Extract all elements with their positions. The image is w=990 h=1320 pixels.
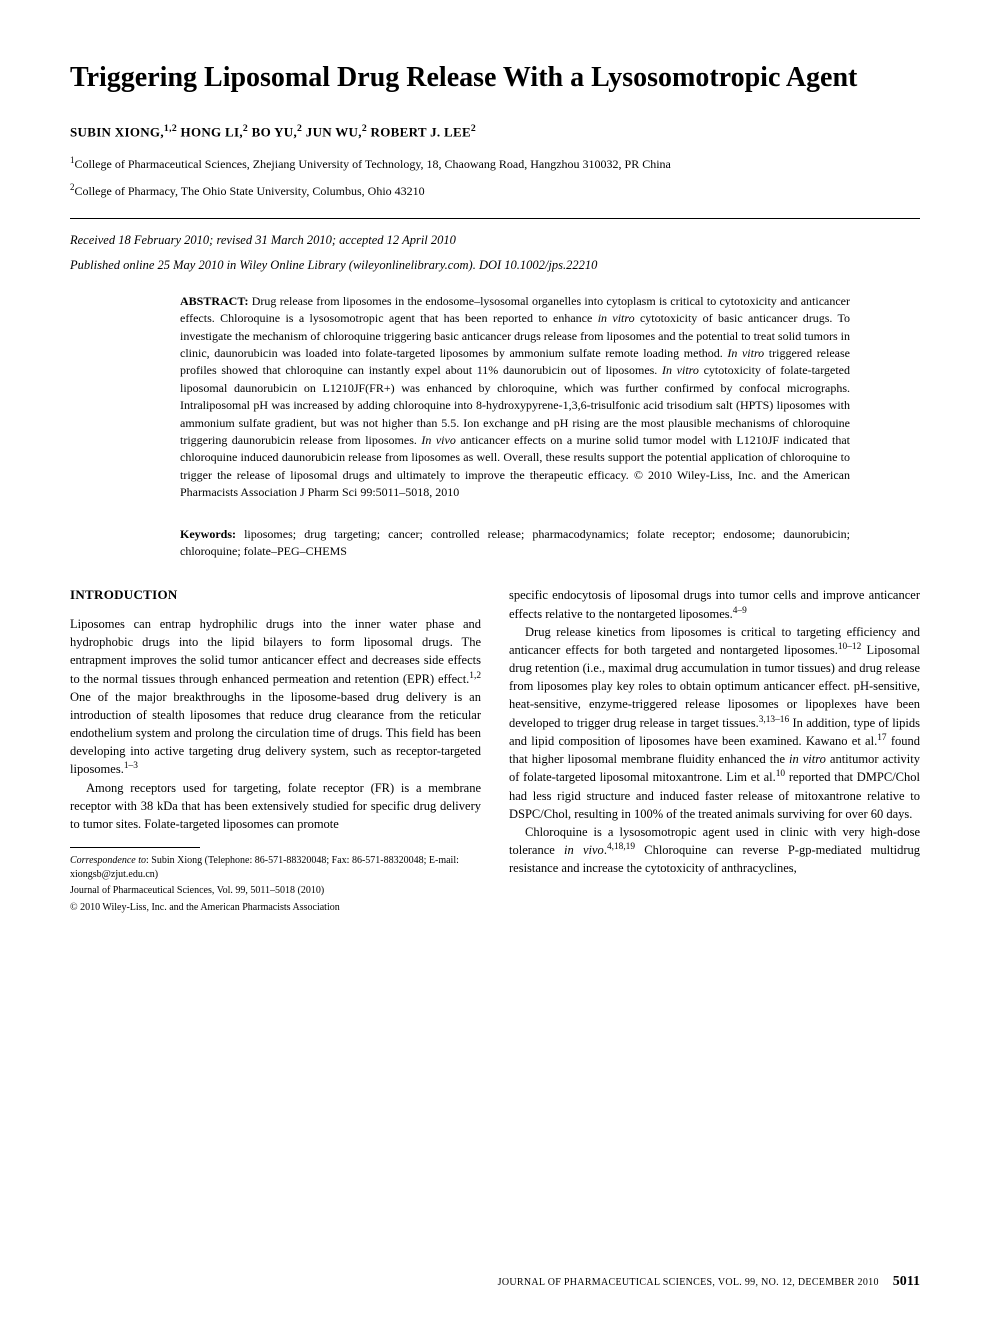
affiliation-1: 1College of Pharmaceutical Sciences, Zhe… [70,154,920,173]
authors-line: SUBIN XIONG,1,2 HONG LI,2 BO YU,2 JUN WU… [70,123,920,140]
footer-page-number: 5011 [893,1274,920,1290]
introduction-heading: INTRODUCTION [70,586,481,605]
journal-footnote: Journal of Pharmaceutical Sciences, Vol.… [70,884,481,898]
keywords-text: liposomes; drug targeting; cancer; contr… [180,527,850,558]
keywords-label: Keywords: [180,527,236,541]
affiliation-2: 2College of Pharmacy, The Ohio State Uni… [70,181,920,200]
abstract-text: Drug release from liposomes in the endos… [180,294,850,499]
body-paragraph: Drug release kinetics from liposomes is … [509,623,920,823]
column-left: INTRODUCTION Liposomes can entrap hydrop… [70,586,481,917]
dates-line: Received 18 February 2010; revised 31 Ma… [70,233,920,248]
correspondence-footnote: Correspondence to: Subin Xiong (Telephon… [70,854,481,881]
publication-info: Published online 25 May 2010 in Wiley On… [70,258,920,273]
body-paragraph: Liposomes can entrap hydrophilic drugs i… [70,615,481,778]
footer-journal: JOURNAL OF PHARMACEUTICAL SCIENCES, VOL.… [498,1277,879,1288]
body-paragraph: Chloroquine is a lysosomotropic agent us… [509,823,920,878]
footnote-divider [70,847,200,848]
article-title: Triggering Liposomal Drug Release With a… [70,60,920,95]
abstract-label: ABSTRACT: [180,294,248,308]
body-two-column: INTRODUCTION Liposomes can entrap hydrop… [70,586,920,917]
divider-rule [70,218,920,219]
body-paragraph: specific endocytosis of liposomal drugs … [509,586,920,622]
keywords-block: Keywords: liposomes; drug targeting; can… [180,526,850,561]
column-right: specific endocytosis of liposomal drugs … [509,586,920,917]
page-footer: JOURNAL OF PHARMACEUTICAL SCIENCES, VOL.… [70,1274,920,1290]
abstract-block: ABSTRACT: Drug release from liposomes in… [180,293,850,502]
body-paragraph: Among receptors used for targeting, fola… [70,779,481,833]
copyright-footnote: © 2010 Wiley-Liss, Inc. and the American… [70,901,481,915]
